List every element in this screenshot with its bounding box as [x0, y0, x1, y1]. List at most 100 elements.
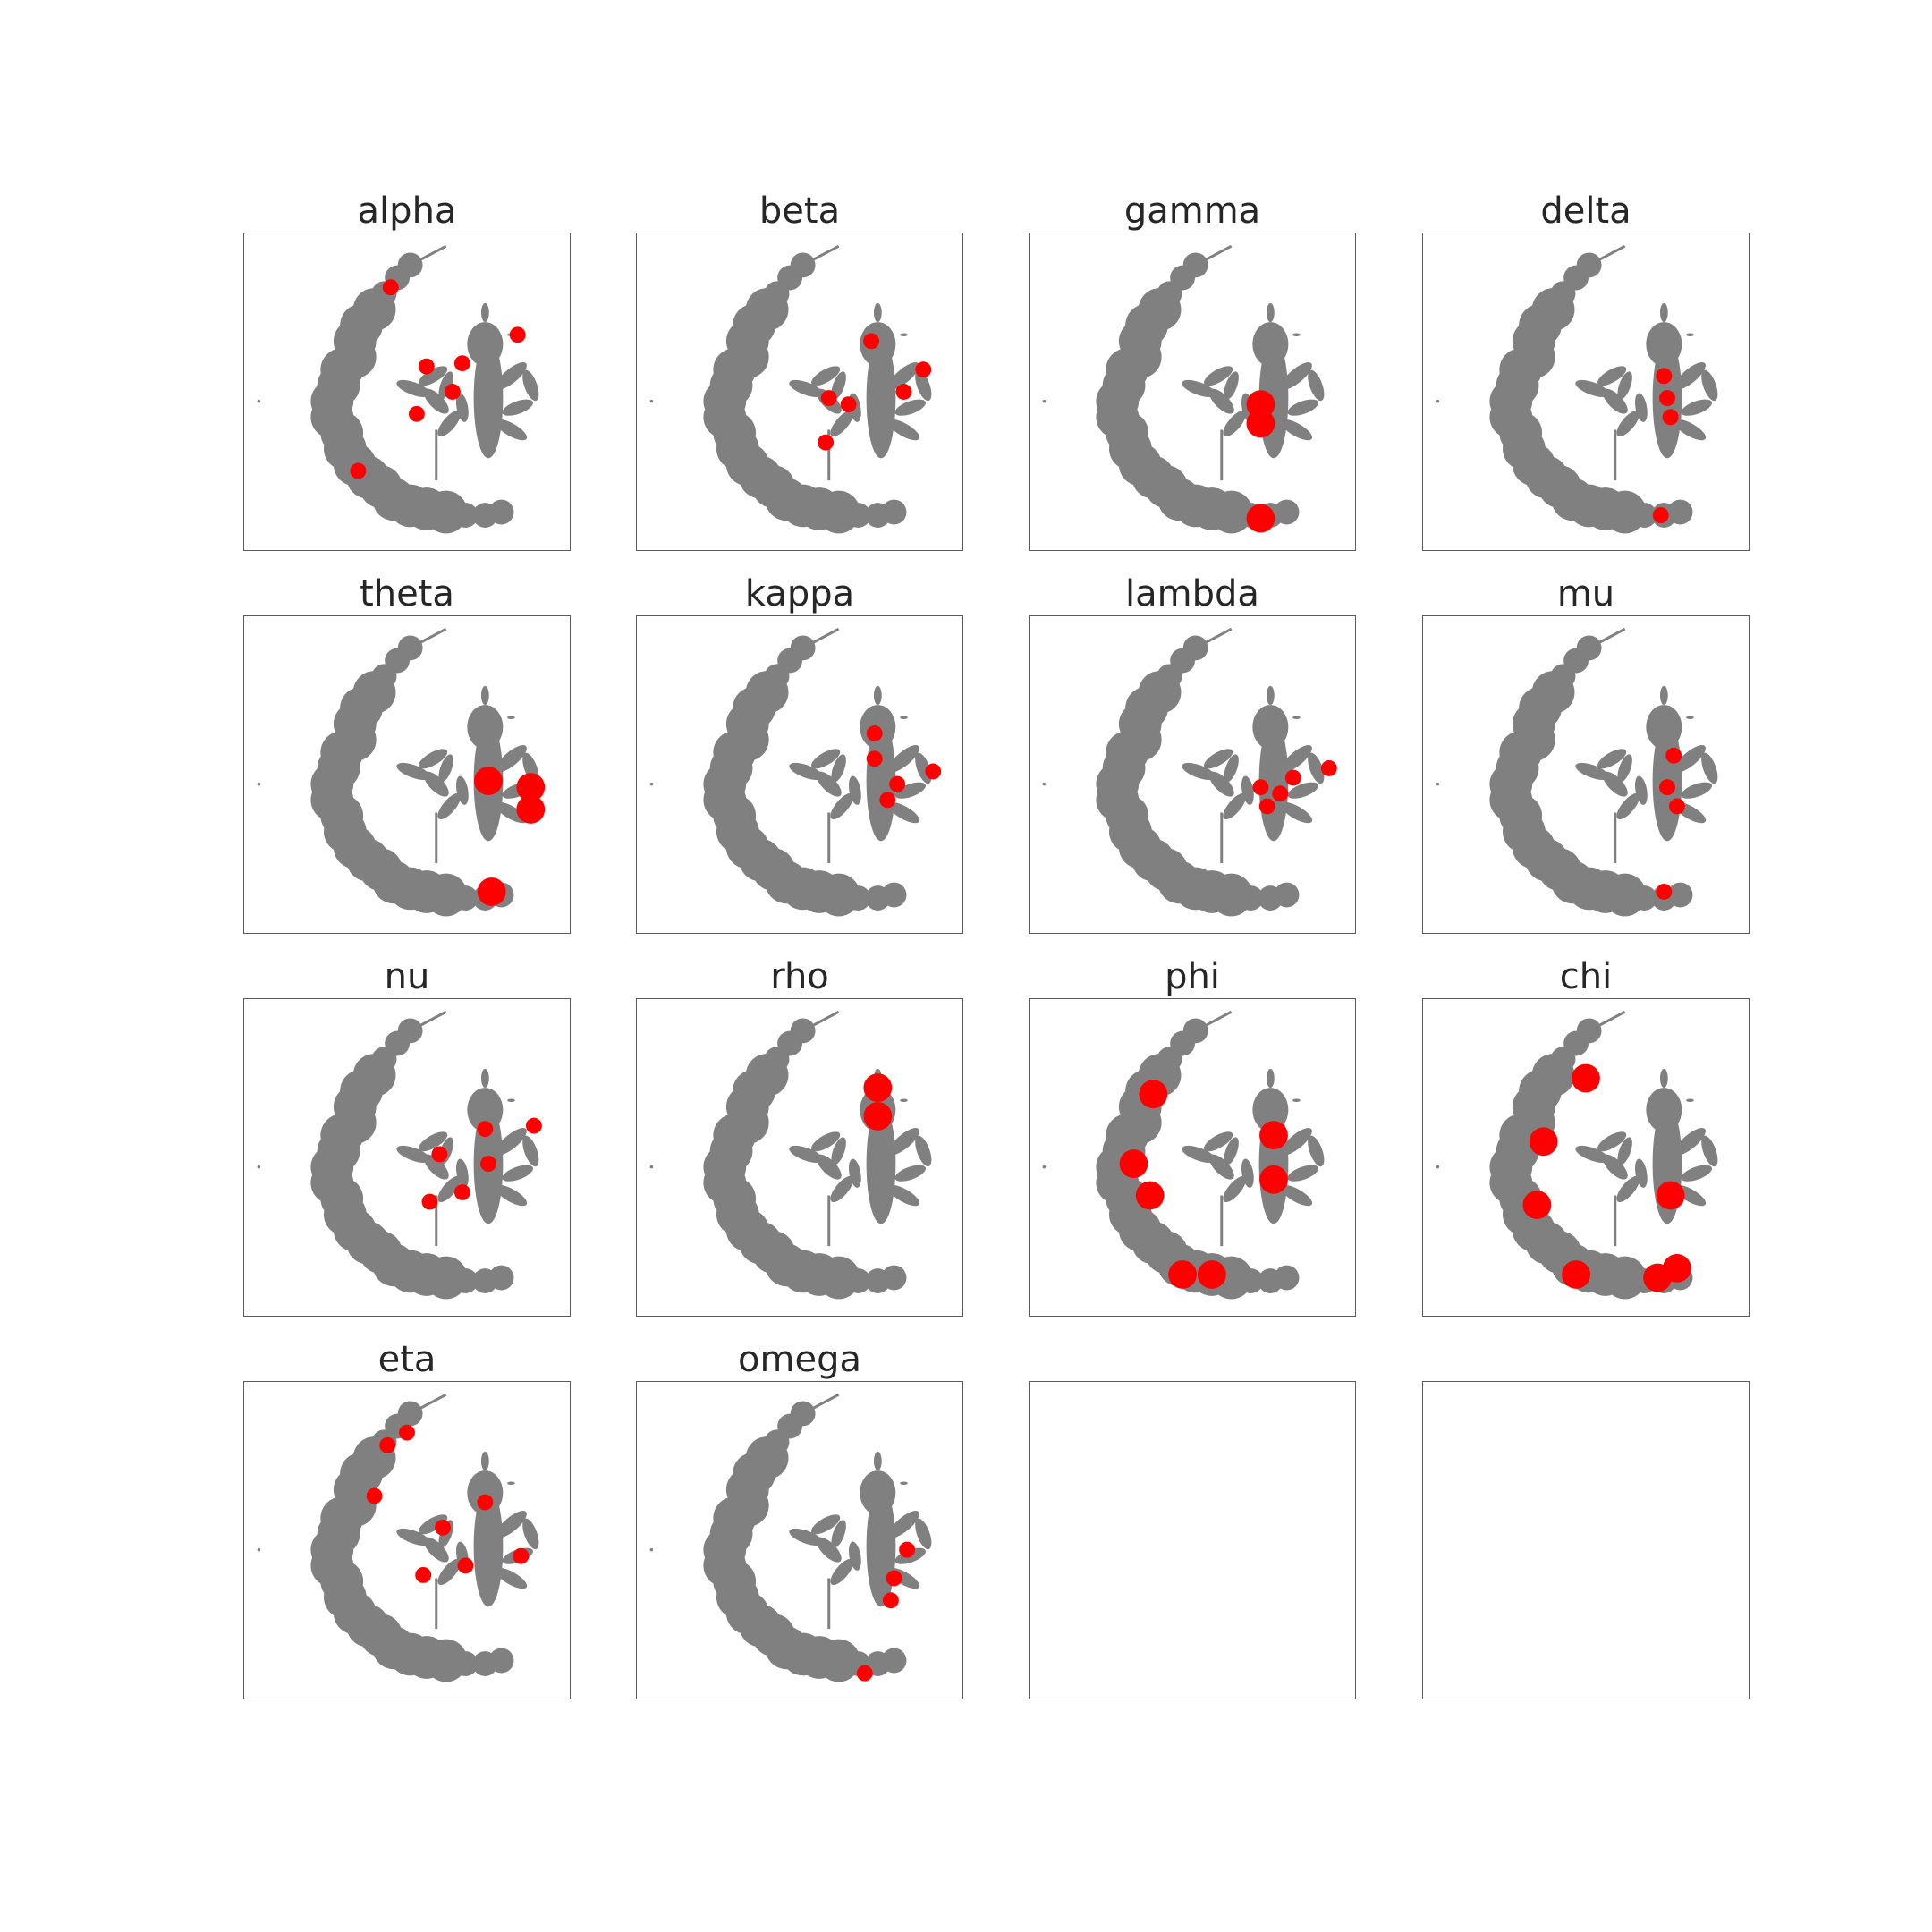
highlighted-point [418, 358, 435, 375]
highlighted-points [474, 767, 546, 906]
background-point [900, 333, 908, 337]
highlighted-point [453, 1183, 470, 1200]
background-point [915, 1135, 932, 1167]
background-point [888, 745, 919, 773]
background-point [789, 1145, 824, 1164]
background-point [396, 762, 431, 781]
background-point [900, 716, 908, 720]
scatter-plot [1436, 244, 1718, 534]
background-point [418, 366, 448, 386]
highlighted-point [895, 384, 912, 400]
background-point [1674, 362, 1706, 390]
background-point [409, 244, 447, 267]
background-point [1208, 388, 1234, 414]
background-point [1602, 388, 1628, 414]
background-point [848, 775, 861, 805]
background-point [396, 1145, 431, 1164]
background-point [1266, 685, 1275, 706]
highlighted-point [1659, 779, 1675, 796]
background-point [915, 1518, 932, 1550]
background-point [887, 1184, 920, 1207]
highlighted-points [856, 1541, 916, 1682]
background-point [480, 1068, 489, 1089]
background-point [1280, 419, 1313, 441]
background-points [1042, 627, 1325, 917]
scatter-panel-gamma [1029, 233, 1356, 551]
scatter-plot [257, 627, 546, 917]
scatter-plot [649, 627, 942, 917]
background-point [881, 1265, 907, 1291]
highlighted-point [1197, 1260, 1226, 1289]
background-point [473, 337, 504, 459]
background-point [1182, 1145, 1216, 1164]
background-point [900, 1481, 908, 1486]
highlighted-point [513, 1547, 530, 1564]
background-point [1280, 801, 1313, 824]
background-point [409, 1010, 447, 1032]
background-point [455, 775, 469, 805]
panel-title-beta: beta [758, 191, 841, 232]
scatter-panel-empty-14 [1029, 1381, 1356, 1699]
highlighted-point [820, 390, 837, 407]
background-point [467, 322, 504, 367]
background-point [1616, 410, 1640, 437]
background-point [888, 362, 919, 390]
highlighted-point [1562, 1260, 1590, 1289]
highlighted-point [1246, 409, 1275, 438]
background-point [1042, 782, 1046, 786]
background-points [1042, 1010, 1325, 1300]
background-point [887, 801, 920, 824]
background-point [1575, 1145, 1610, 1164]
background-point [1208, 771, 1234, 797]
background-point [453, 1651, 479, 1676]
background-point [1194, 1010, 1233, 1032]
highlighted-point [1656, 368, 1673, 385]
highlighted-point [1135, 1181, 1165, 1210]
background-points [257, 244, 539, 534]
background-point [845, 503, 871, 528]
highlighted-point [477, 877, 506, 906]
background-point [801, 1393, 840, 1415]
background-point [1238, 1268, 1264, 1293]
background-point [1281, 745, 1312, 773]
highlighted-point [1272, 785, 1289, 802]
background-point [396, 379, 431, 398]
highlighted-point [1665, 747, 1682, 764]
highlighted-point [1659, 390, 1675, 407]
highlighted-point [516, 773, 546, 802]
highlighted-point [863, 1102, 893, 1131]
background-point [418, 1514, 448, 1535]
scatter-plot [1042, 627, 1337, 917]
background-point [423, 771, 449, 797]
highlighted-point [818, 434, 835, 451]
panel-title-gamma: gamma [1123, 191, 1261, 232]
background-point [816, 1537, 842, 1563]
background-points [257, 1010, 539, 1300]
highlighted-point [525, 1117, 542, 1134]
background-point [1686, 716, 1694, 720]
panel-title-kappa: kappa [744, 573, 855, 614]
background-point [495, 1184, 528, 1207]
background-point [1701, 752, 1718, 784]
background-point [649, 399, 654, 403]
highlighted-point [882, 1592, 899, 1609]
background-point [830, 1558, 854, 1586]
highlighted-points [818, 333, 932, 451]
background-point [1674, 419, 1707, 441]
background-point [830, 1175, 854, 1203]
highlighted-point [1662, 409, 1679, 426]
background-point [1681, 1165, 1713, 1182]
scatter-plot [257, 244, 539, 534]
background-point [801, 627, 840, 649]
background-points [649, 1393, 932, 1682]
background-point [522, 369, 539, 402]
background-point [831, 371, 846, 400]
highlighted-point [1572, 1063, 1600, 1093]
highlighted-point [445, 384, 461, 400]
background-point [810, 749, 841, 769]
background-point [496, 745, 527, 773]
highlighted-points [1119, 1080, 1288, 1289]
background-point [1631, 886, 1657, 911]
panel-title-phi: phi [1165, 956, 1220, 997]
background-point [1194, 627, 1233, 649]
